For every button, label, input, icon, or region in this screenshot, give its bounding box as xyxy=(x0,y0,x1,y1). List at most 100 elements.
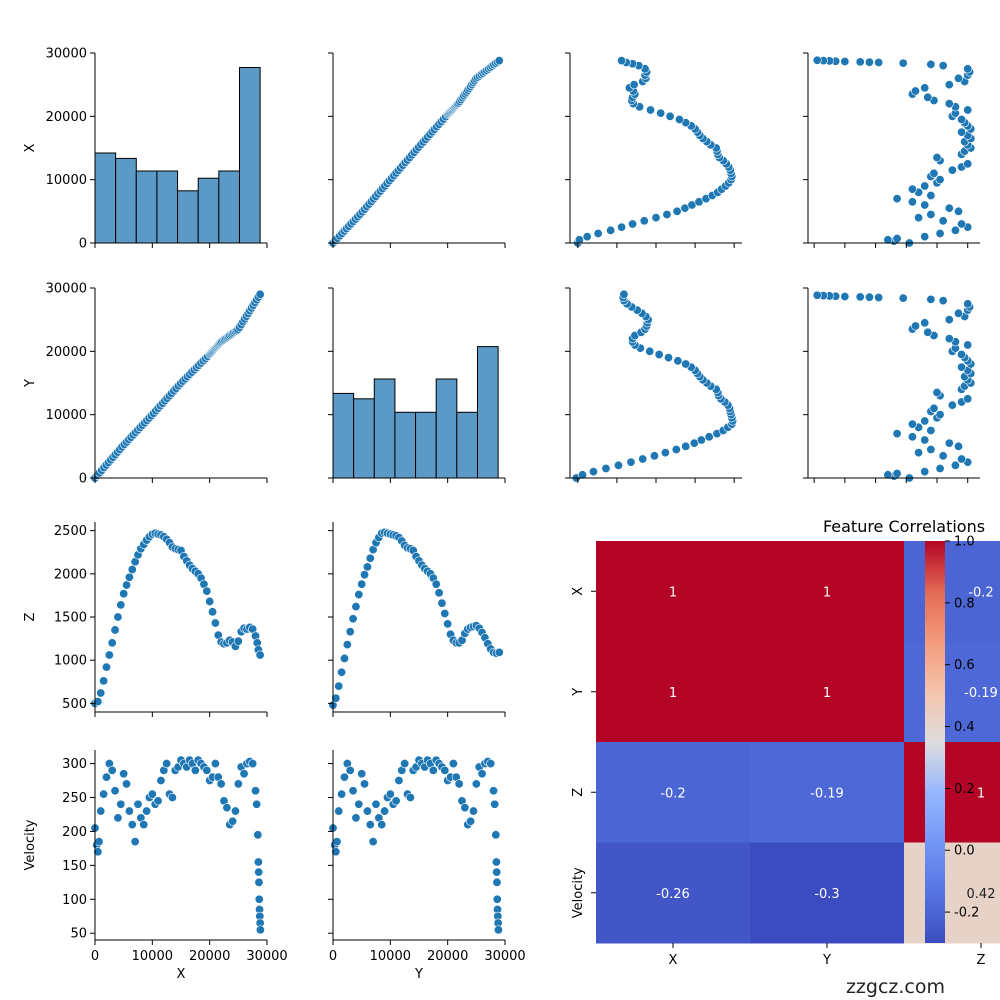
heatmap-y-label: Z xyxy=(571,788,586,797)
scatter-point xyxy=(190,765,200,775)
heatmap-cell xyxy=(750,742,905,843)
scatter-point xyxy=(914,448,924,458)
panel-0-0: 0 10000 20000 30000 X xyxy=(23,47,268,252)
hist-bar xyxy=(476,346,499,479)
y-tick-label: 30000 xyxy=(46,47,87,62)
heatmap-cell xyxy=(596,641,751,743)
y-tick-label: 10000 xyxy=(46,173,87,188)
heatmap-cell xyxy=(904,742,1000,843)
scatter-point xyxy=(233,636,243,646)
heatmap-x-label: Z xyxy=(977,953,986,968)
scatter-point xyxy=(101,662,111,672)
scatter-point xyxy=(920,181,930,191)
scatter-point xyxy=(920,232,930,242)
scatter-point xyxy=(926,425,936,435)
scatter-point xyxy=(428,765,438,775)
x-tick-label: 10000 xyxy=(132,949,173,964)
x-axis-label: Y xyxy=(414,967,423,982)
heatmap-cell xyxy=(750,641,905,743)
pairplot-grid: 0100002000030000X0100002000030000Y500100… xyxy=(23,47,980,982)
scatter-point xyxy=(255,925,265,935)
scatter-point xyxy=(104,650,114,660)
scatter-point xyxy=(351,602,361,612)
scatter-point xyxy=(953,206,963,216)
scatter-point xyxy=(923,327,933,337)
colorbar-tick-label: 0.8 xyxy=(954,596,975,611)
scatter-point xyxy=(601,463,611,473)
scatter-point xyxy=(664,353,674,363)
scatter-point xyxy=(331,693,341,703)
scatter-point xyxy=(360,570,370,580)
scatter-point xyxy=(907,432,917,442)
heatmap-cell-label: -0.19 xyxy=(810,786,844,801)
panel-1-2 xyxy=(565,287,742,483)
scatter-point xyxy=(671,444,681,454)
scatter-point xyxy=(107,638,117,648)
scatter-point xyxy=(938,451,948,461)
scatter-point xyxy=(638,454,648,464)
scatter-point xyxy=(662,210,672,220)
scatter-point xyxy=(253,830,263,840)
heatmap-cell xyxy=(904,641,1000,743)
scatter-point xyxy=(950,225,960,235)
scatter-point xyxy=(124,806,134,816)
scatter-point xyxy=(448,759,458,769)
scatter-point xyxy=(94,837,104,847)
scatter-point xyxy=(405,792,415,802)
scatter-point xyxy=(654,349,664,359)
hist-bar xyxy=(373,378,396,479)
scatter-point xyxy=(953,73,963,83)
scatter-point xyxy=(167,792,177,802)
scatter-point xyxy=(431,579,441,589)
scatter-point xyxy=(454,779,464,789)
scatter-point xyxy=(337,667,347,677)
y-tick-label: 20000 xyxy=(46,110,87,125)
hist-bar xyxy=(456,411,478,479)
scatter-point xyxy=(93,697,103,707)
x-tick-label: 20000 xyxy=(427,949,468,964)
scatter-point xyxy=(926,210,936,220)
heatmap-cell xyxy=(750,541,905,642)
panel-3-0: 0 10000 20000 30000 50 100 150 200 250 300 X Veloci… xyxy=(23,750,288,982)
scatter-point xyxy=(130,837,140,847)
scatter-point xyxy=(334,806,344,816)
scatter-point xyxy=(953,441,963,451)
scatter-point xyxy=(122,580,132,590)
scatter-point xyxy=(477,769,487,779)
scatter-point xyxy=(914,213,924,223)
scatter-point xyxy=(99,676,109,686)
heatmap-cell-label: 1 xyxy=(823,585,831,600)
scatter-point xyxy=(944,315,954,325)
y-tick-label: 0 xyxy=(79,237,87,252)
scatter-point xyxy=(812,55,822,65)
scatter-point xyxy=(812,290,822,300)
scatter-point xyxy=(681,359,691,369)
scatter-point xyxy=(907,184,917,194)
heatmap-cell xyxy=(904,541,1000,642)
scatter-point xyxy=(331,847,341,857)
scatter-point xyxy=(938,296,948,306)
scatter-point xyxy=(202,765,212,775)
scatter-point xyxy=(110,625,120,635)
panel-0-2 xyxy=(565,52,742,248)
scatter-point xyxy=(944,438,954,448)
scatter-point xyxy=(147,789,157,799)
scatter-point xyxy=(926,444,936,454)
scatter-point xyxy=(938,216,948,226)
scatter-point xyxy=(935,463,945,473)
heatmap-cell-label: 0.42 xyxy=(967,887,996,902)
scatter-point xyxy=(348,614,358,624)
scatter-point xyxy=(920,318,930,328)
scatter-point xyxy=(606,225,616,235)
scatter-point xyxy=(345,627,355,637)
scatter-point xyxy=(460,803,470,813)
scatter-point xyxy=(957,115,967,125)
scatter-point xyxy=(855,57,865,67)
scatter-point xyxy=(898,58,908,68)
colorbar-tick-label: -0.2 xyxy=(954,906,979,921)
scatter-point xyxy=(944,99,954,109)
scatter-point xyxy=(253,857,263,867)
scatter-point xyxy=(649,451,659,461)
heatmap-cell-label: 1 xyxy=(669,686,677,701)
scatter-point xyxy=(493,925,503,935)
